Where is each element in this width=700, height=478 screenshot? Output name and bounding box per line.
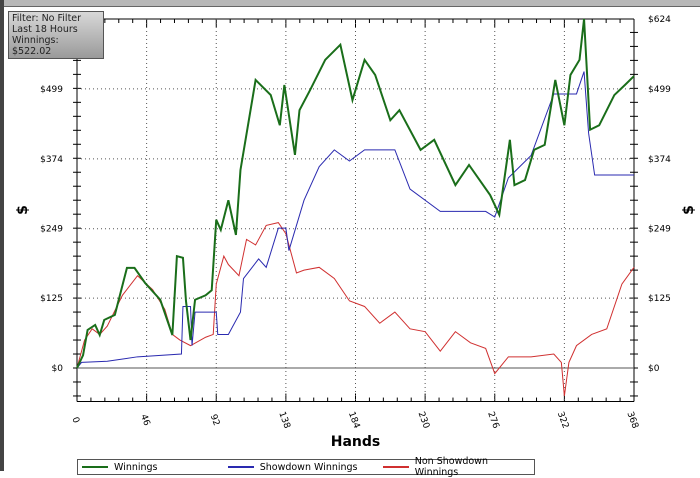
series-line-showdown-winnings — [76, 71, 634, 369]
legend-item: Showdown Winnings — [227, 460, 379, 474]
y-tick-label-right: $499 — [648, 85, 671, 95]
x-tick-label: 92 — [208, 413, 221, 427]
y-tick-label-left: $249 — [40, 225, 63, 235]
y-axis-label-left: $ — [15, 205, 31, 215]
legend-item: Winnings — [82, 460, 224, 474]
x-tick-label: 138 — [276, 410, 291, 430]
y-tick-label-left: $0 — [52, 364, 64, 374]
x-tick-label: 46 — [138, 413, 151, 427]
legend-label: Non Showdown Winnings — [414, 456, 488, 478]
y-tick-label-right: $374 — [648, 155, 671, 165]
y-tick-label-right: $624 — [648, 15, 671, 25]
chart-legend: Winnings Showdown Winnings Non Showdown Wi… — [77, 456, 535, 478]
series-line-non-showdown-winnings — [76, 222, 635, 397]
window-border — [0, 0, 4, 471]
y-axis-label-right: $ — [681, 205, 697, 215]
y-tick-label-right: $125 — [648, 294, 671, 304]
y-tick-label-left: $499 — [40, 85, 63, 95]
period-text: Last 18 Hours — [12, 24, 78, 35]
y-tick-label-right: $249 — [648, 225, 671, 235]
y-tick-label-left: $374 — [40, 155, 63, 165]
legend-swatch — [82, 466, 108, 468]
y-tick-label-left: $125 — [40, 294, 63, 304]
legend-swatch — [382, 466, 409, 468]
filter-text: Filter: No Filter — [12, 13, 82, 24]
winnings-text: Winnings: $522.02 — [12, 35, 59, 57]
legend-label: Showdown Winnings — [259, 461, 358, 473]
x-tick-label: 184 — [346, 410, 361, 430]
x-tick-label: 322 — [555, 410, 570, 430]
x-tick-label: 276 — [485, 410, 500, 430]
legend-label: Winnings — [114, 461, 158, 473]
x-tick-label: 230 — [416, 410, 431, 430]
legend-swatch — [227, 466, 254, 468]
x-tick-label: 368 — [624, 410, 639, 430]
series-line-winnings — [76, 18, 635, 369]
legend-item: Non Showdown Winnings — [382, 456, 534, 478]
x-axis-label: Hands — [331, 434, 381, 450]
window-tab-bar — [0, 0, 700, 7]
filter-info-box: Filter: No Filter Last 18 Hours Winnings… — [8, 11, 104, 59]
x-tick-label: 0 — [69, 416, 80, 425]
y-tick-label-right: $0 — [648, 364, 660, 374]
